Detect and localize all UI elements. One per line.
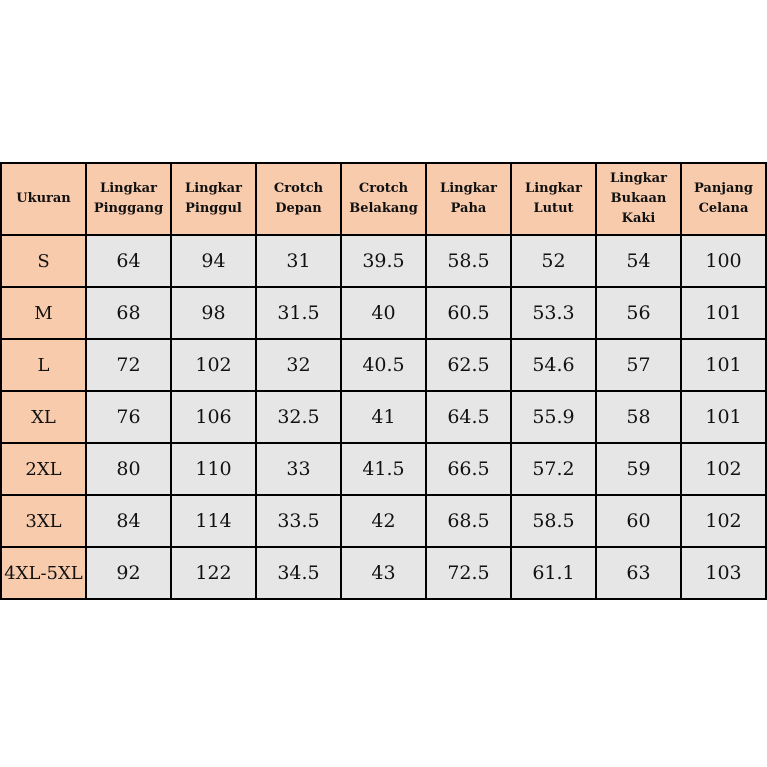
measurement-cell: 101 bbox=[680, 390, 767, 444]
column-header: Lingkar Paha bbox=[425, 162, 512, 236]
measurement-cell: 101 bbox=[680, 338, 767, 392]
measurement-cell: 84 bbox=[85, 494, 172, 548]
measurement-cell: 40.5 bbox=[340, 338, 427, 392]
size-cell: XL bbox=[0, 390, 87, 444]
size-cell: L bbox=[0, 338, 87, 392]
column-header: Lingkar Pinggang bbox=[85, 162, 172, 236]
measurement-cell: 31 bbox=[255, 234, 342, 288]
measurement-cell: 55.9 bbox=[510, 390, 597, 444]
measurement-cell: 32 bbox=[255, 338, 342, 392]
measurement-cell: 102 bbox=[680, 442, 767, 496]
measurement-cell: 64 bbox=[85, 234, 172, 288]
size-cell: 3XL bbox=[0, 494, 87, 548]
measurement-cell: 76 bbox=[85, 390, 172, 444]
measurement-cell: 72 bbox=[85, 338, 172, 392]
measurement-cell: 62.5 bbox=[425, 338, 512, 392]
measurement-cell: 34.5 bbox=[255, 546, 342, 600]
measurement-cell: 63 bbox=[595, 546, 682, 600]
measurement-cell: 68 bbox=[85, 286, 172, 340]
size-cell: 4XL-5XL bbox=[0, 546, 87, 600]
measurement-cell: 102 bbox=[680, 494, 767, 548]
measurement-cell: 66.5 bbox=[425, 442, 512, 496]
measurement-cell: 110 bbox=[170, 442, 257, 496]
measurement-cell: 94 bbox=[170, 234, 257, 288]
measurement-cell: 58.5 bbox=[510, 494, 597, 548]
header-row: Ukuran Lingkar Pinggang Lingkar Pinggul Cro… bbox=[0, 162, 767, 236]
measurement-cell: 80 bbox=[85, 442, 172, 496]
measurement-cell: 60 bbox=[595, 494, 682, 548]
measurement-cell: 39.5 bbox=[340, 234, 427, 288]
table-row: XL 76 106 32.5 41 64.5 55.9 58 101 bbox=[0, 390, 767, 444]
size-cell: S bbox=[0, 234, 87, 288]
measurement-cell: 92 bbox=[85, 546, 172, 600]
column-header: Panjang Celana bbox=[680, 162, 767, 236]
measurement-cell: 58 bbox=[595, 390, 682, 444]
column-header: Ukuran bbox=[0, 162, 87, 236]
measurement-cell: 54.6 bbox=[510, 338, 597, 392]
measurement-cell: 43 bbox=[340, 546, 427, 600]
column-header: Lingkar Pinggul bbox=[170, 162, 257, 236]
measurement-cell: 101 bbox=[680, 286, 767, 340]
measurement-cell: 57 bbox=[595, 338, 682, 392]
measurement-cell: 56 bbox=[595, 286, 682, 340]
table-row: L 72 102 32 40.5 62.5 54.6 57 101 bbox=[0, 338, 767, 392]
measurement-cell: 122 bbox=[170, 546, 257, 600]
measurement-cell: 58.5 bbox=[425, 234, 512, 288]
table-row: M 68 98 31.5 40 60.5 53.3 56 101 bbox=[0, 286, 767, 340]
measurement-cell: 100 bbox=[680, 234, 767, 288]
table-row: S 64 94 31 39.5 58.5 52 54 100 bbox=[0, 234, 767, 288]
measurement-cell: 32.5 bbox=[255, 390, 342, 444]
measurement-cell: 114 bbox=[170, 494, 257, 548]
measurement-cell: 33 bbox=[255, 442, 342, 496]
table-row: 4XL-5XL 92 122 34.5 43 72.5 61.1 63 103 bbox=[0, 546, 767, 600]
measurement-cell: 98 bbox=[170, 286, 257, 340]
measurement-cell: 52 bbox=[510, 234, 597, 288]
column-header: Crotch Belakang bbox=[340, 162, 427, 236]
measurement-cell: 53.3 bbox=[510, 286, 597, 340]
table-row: 2XL 80 110 33 41.5 66.5 57.2 59 102 bbox=[0, 442, 767, 496]
measurement-cell: 41 bbox=[340, 390, 427, 444]
measurement-cell: 103 bbox=[680, 546, 767, 600]
table-row: 3XL 84 114 33.5 42 68.5 58.5 60 102 bbox=[0, 494, 767, 548]
column-header: Lingkar Bukaan Kaki bbox=[595, 162, 682, 236]
measurement-cell: 106 bbox=[170, 390, 257, 444]
size-cell: 2XL bbox=[0, 442, 87, 496]
measurement-cell: 68.5 bbox=[425, 494, 512, 548]
measurement-cell: 40 bbox=[340, 286, 427, 340]
measurement-cell: 33.5 bbox=[255, 494, 342, 548]
measurement-cell: 59 bbox=[595, 442, 682, 496]
measurement-cell: 54 bbox=[595, 234, 682, 288]
measurement-cell: 31.5 bbox=[255, 286, 342, 340]
measurement-cell: 64.5 bbox=[425, 390, 512, 444]
measurement-cell: 102 bbox=[170, 338, 257, 392]
measurement-cell: 42 bbox=[340, 494, 427, 548]
measurement-cell: 60.5 bbox=[425, 286, 512, 340]
size-chart-table: Ukuran Lingkar Pinggang Lingkar Pinggul Cro… bbox=[0, 162, 767, 600]
column-header: Lingkar Lutut bbox=[510, 162, 597, 236]
measurement-cell: 72.5 bbox=[425, 546, 512, 600]
measurement-cell: 57.2 bbox=[510, 442, 597, 496]
column-header: Crotch Depan bbox=[255, 162, 342, 236]
measurement-cell: 61.1 bbox=[510, 546, 597, 600]
measurement-cell: 41.5 bbox=[340, 442, 427, 496]
size-cell: M bbox=[0, 286, 87, 340]
